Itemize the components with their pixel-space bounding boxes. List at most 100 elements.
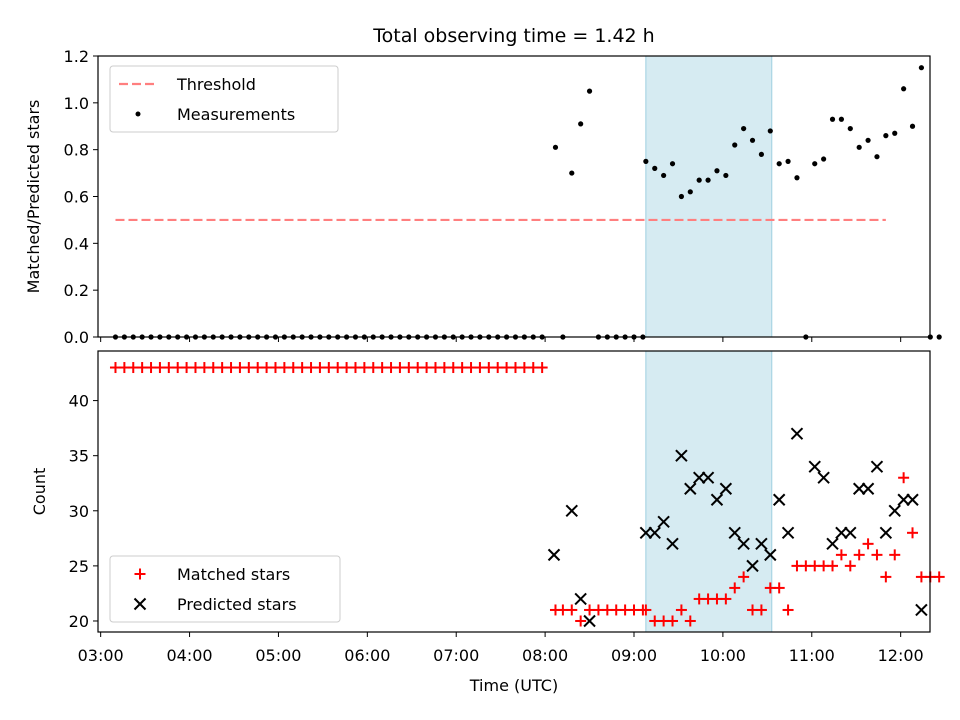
predicted-star-marker-b <box>781 526 795 540</box>
predicted-star-marker <box>915 603 928 617</box>
predicted-star-marker-b <box>719 482 733 495</box>
predicted-star-marker-b <box>639 526 653 540</box>
predicted-star-marker-b <box>835 526 848 540</box>
predicted-star-marker-b <box>826 537 839 551</box>
predicted-star-marker-b <box>897 493 910 506</box>
measurement-point <box>741 125 747 132</box>
predicted-star-marker <box>719 482 733 495</box>
x-tick-label: 08:00 <box>522 646 568 665</box>
top-y-tick-label: 1.0 <box>64 94 89 113</box>
predicted-star-marker <box>565 504 578 517</box>
legend-threshold-label: Threshold <box>176 75 256 94</box>
matched-star-marker <box>755 604 767 616</box>
top-y-tick-label: 0.8 <box>64 141 89 160</box>
predicted-star-marker-b <box>728 526 741 540</box>
legend-x <box>133 597 147 611</box>
measurement-point <box>696 177 702 183</box>
measurement-point <box>812 161 818 167</box>
measurement-point <box>767 128 773 134</box>
x-tick-label: 03:00 <box>78 646 124 665</box>
top-axes-frame <box>97 55 931 338</box>
measurement-point <box>856 144 862 150</box>
matched-star-marker <box>853 549 865 561</box>
predicted-star-marker-b <box>755 537 768 551</box>
measurement-point <box>749 137 756 143</box>
chart-title: Total observing time = 1.42 h <box>372 25 654 47</box>
predicted-star-marker <box>728 526 741 540</box>
matched-star-marker <box>738 571 750 583</box>
top-legend: Threshold Measurements <box>109 65 339 133</box>
x-tick-label: 06:00 <box>344 646 390 665</box>
predicted-star-marker-b <box>684 482 697 495</box>
top-highlight-span <box>645 55 773 338</box>
matched-star-marker <box>889 549 901 561</box>
measurement-point <box>669 161 676 167</box>
predicted-star-marker-b <box>817 471 830 484</box>
predicted-star-marker <box>897 493 910 506</box>
measurement-point <box>687 189 693 195</box>
matched-star-marker <box>827 560 839 572</box>
measurement-point <box>714 168 720 174</box>
top-y-tick-label: 0.6 <box>64 188 89 207</box>
bottom-legend: Matched stars Predicted stars <box>109 555 341 623</box>
matched-star-marker <box>575 615 587 627</box>
predicted-star-marker-b <box>746 559 759 573</box>
measurement-point <box>847 125 853 132</box>
legend-predicted-label: Predicted stars <box>177 595 297 614</box>
predicted-star-marker-b <box>710 493 724 506</box>
measurement-point <box>892 130 898 136</box>
bottom-legend-box <box>109 555 341 623</box>
matched-star-marker <box>862 538 874 550</box>
measurement-point <box>569 170 575 176</box>
predicted-star-marker <box>861 482 875 495</box>
predicted-star-marker <box>879 526 893 540</box>
measurement-point <box>821 156 827 162</box>
measurement-point <box>678 193 685 200</box>
measurement-point <box>901 86 907 92</box>
predicted-star-marker <box>755 537 768 551</box>
top-y-tick-label: 0.2 <box>64 281 89 300</box>
matched-star-marker <box>898 472 910 484</box>
predicted-star-marker <box>648 526 661 540</box>
predicted-star-marker-b <box>861 482 875 495</box>
matched-star-marker <box>566 604 578 616</box>
measurement-point <box>776 161 782 167</box>
x-tick-label: 12:00 <box>878 646 924 665</box>
matched-star-marker <box>835 549 847 561</box>
measurement-point <box>586 88 593 94</box>
measurement-point <box>883 133 889 139</box>
x-tick-label: 05:00 <box>255 646 301 665</box>
predicted-star-marker <box>852 482 866 495</box>
bottom-marks <box>109 362 945 628</box>
predicted-star-marker-b <box>915 603 928 617</box>
predicted-star-marker <box>583 614 596 628</box>
predicted-star-marker-b <box>565 504 578 517</box>
x-tick-label: 11:00 <box>789 646 835 665</box>
bottom-axes-frame <box>97 350 931 633</box>
legend-matched-label: Matched stars <box>177 565 290 584</box>
predicted-star-marker-b <box>870 460 884 473</box>
predicted-star-marker-b <box>666 537 679 551</box>
predicted-star-marker <box>906 493 919 506</box>
predicted-star-marker-b <box>879 526 893 540</box>
predicted-star-marker-b <box>808 460 821 473</box>
matched-star-marker <box>684 615 696 627</box>
matched-star-marker <box>667 615 679 627</box>
measurement-point <box>838 116 845 122</box>
legend-measurements-swatch <box>135 111 141 117</box>
matched-star-marker <box>880 571 892 583</box>
matched-star-marker <box>844 560 856 572</box>
predicted-star-marker-b <box>574 592 587 606</box>
predicted-star-marker <box>746 559 759 573</box>
matched-star-marker <box>536 362 548 374</box>
matched-star-marker <box>640 604 652 616</box>
top-x-ticks <box>100 337 902 342</box>
matched-star-marker <box>720 593 732 605</box>
bottom-x-ticks: 03:00 04:00 05:00 06:00 07:00 08:00 09:00 10:00… <box>78 632 924 665</box>
predicted-star-marker <box>737 537 750 551</box>
predicted-star-marker <box>870 460 884 473</box>
predicted-star-marker <box>692 471 706 484</box>
measurement-point <box>936 334 942 340</box>
predicted-star-marker-b <box>547 548 561 562</box>
predicted-star-marker-b <box>888 504 901 517</box>
